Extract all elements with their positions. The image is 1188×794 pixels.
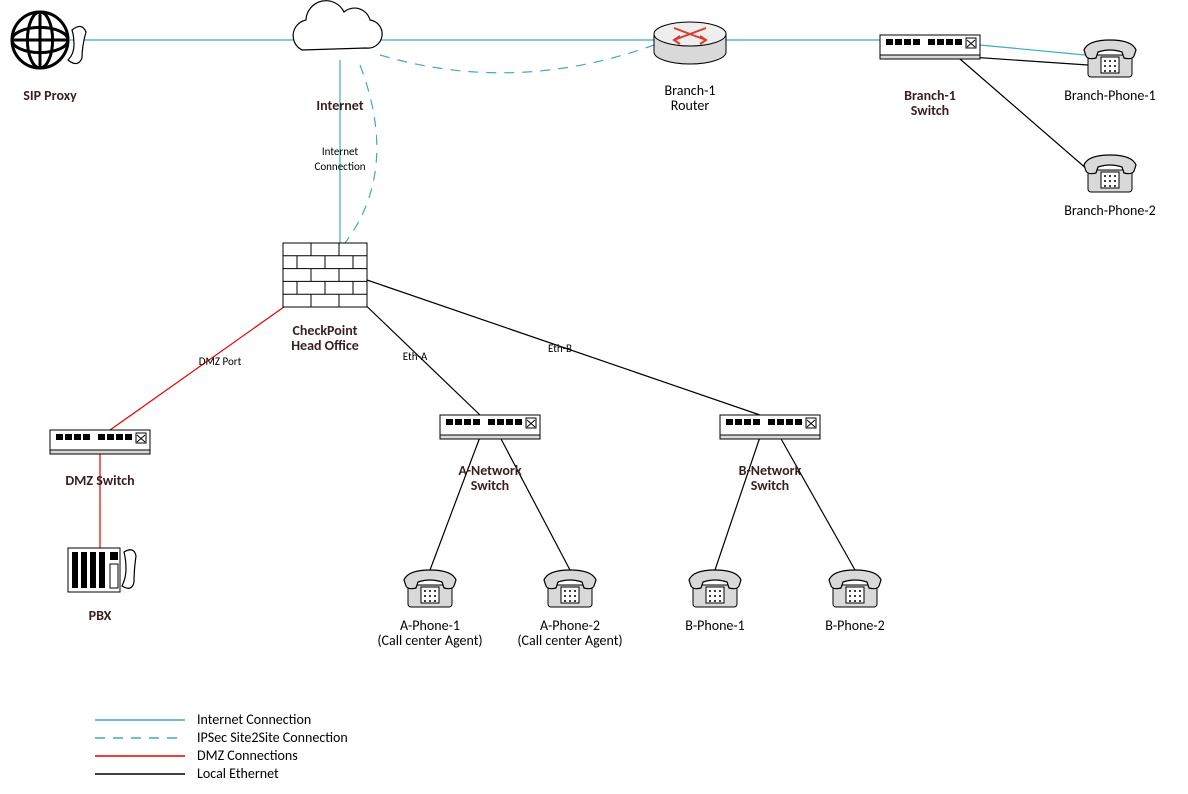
svg-text:Connection: Connection xyxy=(314,160,365,173)
svg-text:DMZ Switch: DMZ Switch xyxy=(65,472,134,489)
svg-text:B-Phone-2: B-Phone-2 xyxy=(825,617,885,634)
svg-text:(Call center Agent): (Call center Agent) xyxy=(377,632,482,649)
svg-text:Local Ethernet: Local Ethernet xyxy=(197,765,279,782)
svg-text:Head Office: Head Office xyxy=(291,337,359,354)
svg-text:Switch: Switch xyxy=(911,102,949,119)
svg-text:B-Phone-1: B-Phone-1 xyxy=(685,617,745,634)
svg-text:Internet Connection: Internet Connection xyxy=(197,711,311,728)
svg-text:Internet: Internet xyxy=(322,145,359,158)
svg-text:Switch: Switch xyxy=(471,477,509,494)
svg-text:Internet: Internet xyxy=(316,97,363,114)
svg-text:Router: Router xyxy=(671,97,710,114)
svg-text:DMZ Connections: DMZ Connections xyxy=(197,747,298,764)
svg-text:Branch-Phone-2: Branch-Phone-2 xyxy=(1064,202,1156,219)
svg-text:SIP Proxy: SIP Proxy xyxy=(23,87,77,104)
svg-text:Eth-A: Eth-A xyxy=(403,350,428,363)
svg-text:DMZ Port: DMZ Port xyxy=(199,355,242,368)
svg-text:Eth-B: Eth-B xyxy=(548,342,572,355)
svg-text:Branch-Phone-1: Branch-Phone-1 xyxy=(1064,87,1156,104)
svg-text:Switch: Switch xyxy=(751,477,789,494)
svg-text:PBX: PBX xyxy=(89,607,112,624)
svg-text:(Call center Agent): (Call center Agent) xyxy=(517,632,622,649)
svg-text:IPSec Site2Site Connection: IPSec Site2Site Connection xyxy=(197,729,348,746)
